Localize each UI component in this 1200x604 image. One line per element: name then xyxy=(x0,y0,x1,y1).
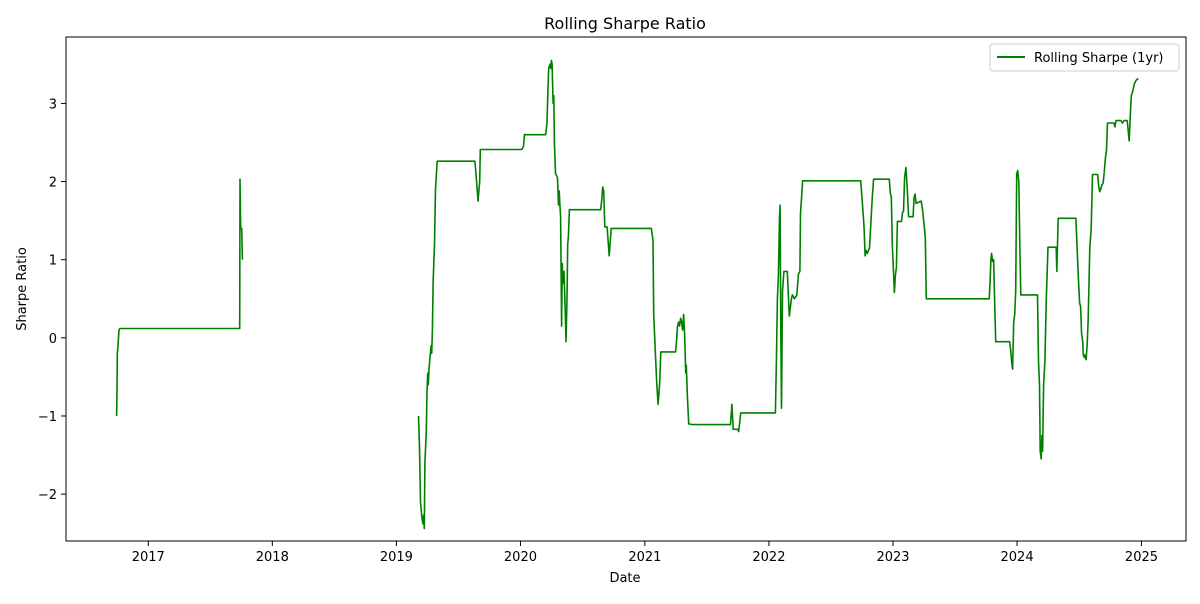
series-line-segment-2 xyxy=(417,59,1139,530)
y-axis: −2 −1 0 1 2 3 xyxy=(38,97,66,503)
series-line-segment-1 xyxy=(115,178,244,417)
y-tick-label: 1 xyxy=(49,254,57,269)
x-tick-label: 2023 xyxy=(876,550,909,565)
legend-label: Rolling Sharpe (1yr) xyxy=(1034,51,1164,66)
x-axis: 2017 2018 2019 2020 2021 2022 2023 2024 2025 xyxy=(132,541,1158,565)
x-axis-label: Date xyxy=(609,571,640,586)
legend-box xyxy=(989,43,1180,72)
x-tick-label: 2024 xyxy=(1001,550,1034,565)
y-tick-label: −2 xyxy=(38,488,57,503)
x-tick-label: 2025 xyxy=(1125,550,1158,565)
y-tick-label: 2 xyxy=(49,176,57,191)
x-tick-label: 2022 xyxy=(752,550,785,565)
chart-title: Rolling Sharpe Ratio xyxy=(544,14,706,33)
x-tick-label: 2020 xyxy=(504,550,537,565)
x-tick-label: 2021 xyxy=(628,550,661,565)
y-axis-label: Sharpe Ratio xyxy=(15,247,30,331)
y-tick-label: −1 xyxy=(38,410,57,425)
legend: Rolling Sharpe (1yr) xyxy=(989,43,1180,72)
x-tick-label: 2018 xyxy=(256,550,289,565)
axes-frame xyxy=(65,36,1187,542)
y-tick-label: 3 xyxy=(49,97,57,112)
x-tick-label: 2019 xyxy=(380,550,413,565)
plot-area xyxy=(115,59,1139,530)
y-tick-label: 0 xyxy=(49,332,57,347)
x-tick-label: 2017 xyxy=(132,550,165,565)
